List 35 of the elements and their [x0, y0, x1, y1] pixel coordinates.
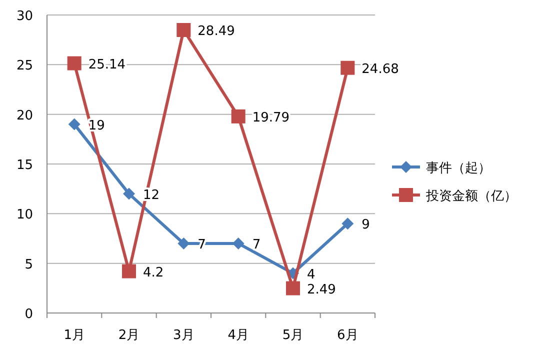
- data-label: 2.49: [307, 282, 336, 298]
- y-tick-label: 25: [16, 58, 33, 74]
- data-label: 7: [252, 237, 261, 252]
- point: [231, 109, 246, 124]
- point: [342, 218, 354, 230]
- point: [68, 118, 80, 130]
- data-label: 24.68: [362, 62, 399, 77]
- point: [178, 237, 190, 250]
- y-tick-label: 15: [16, 158, 33, 173]
- legend-label: 事件（起）: [426, 161, 491, 176]
- x-tick-label: 1月: [64, 328, 85, 343]
- x-tick-label: 6月: [337, 328, 358, 343]
- x-tick-label: 3月: [173, 328, 194, 343]
- y-tick-label: 20: [16, 108, 33, 124]
- data-label: 25.14: [88, 57, 126, 72]
- point: [286, 281, 300, 296]
- x-tick-label: 5月: [282, 328, 304, 343]
- point: [123, 188, 135, 200]
- point: [122, 264, 136, 278]
- y-tick-label: 30: [16, 9, 33, 24]
- y-tick-label: 0: [24, 307, 33, 322]
- point: [232, 237, 244, 250]
- point: [176, 23, 191, 37]
- data-label: 4.2: [143, 265, 164, 280]
- data-label: 4: [307, 267, 316, 282]
- point: [340, 60, 355, 75]
- data-label: 19.79: [252, 110, 290, 126]
- data-label: 28.49: [198, 24, 235, 39]
- point: [67, 56, 82, 70]
- data-label: 9: [362, 218, 370, 233]
- legend-label: 投资金额（亿）: [425, 189, 517, 204]
- x-tick-label: 2月: [118, 328, 140, 343]
- x-tick-label: 4月: [228, 328, 249, 343]
- y-tick-label: 10: [16, 208, 33, 223]
- y-tick-label: 5: [24, 257, 33, 272]
